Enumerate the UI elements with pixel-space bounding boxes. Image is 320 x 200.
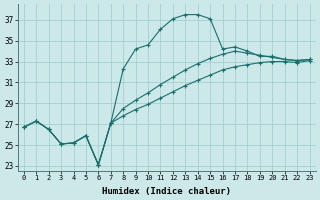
X-axis label: Humidex (Indice chaleur): Humidex (Indice chaleur) [102,187,231,196]
